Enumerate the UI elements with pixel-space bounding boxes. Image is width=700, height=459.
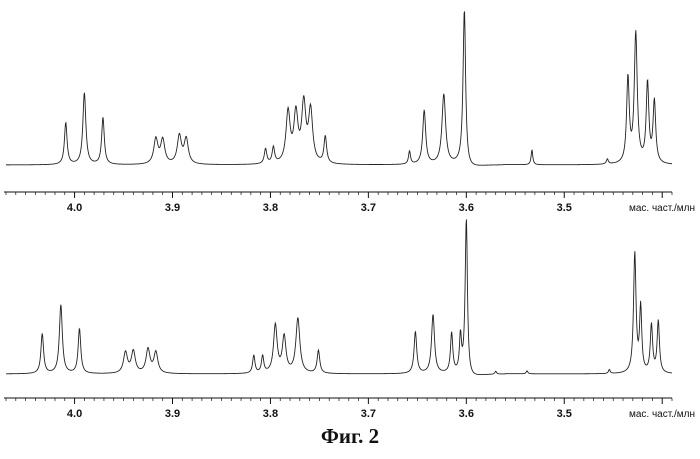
top-x-ticks [6,192,672,198]
bottom-x-axis-label: мас. част./млн [629,409,695,420]
bottom-spectrum-trace [6,219,672,374]
tick-label: 3.5 [557,202,572,214]
tick-label: 4.0 [67,202,82,214]
tick-label: 3.7 [361,202,376,214]
figure-caption: Фиг. 2 [0,424,700,449]
top-spectrum-trace [6,12,672,165]
tick-label: 3.6 [459,408,474,420]
tick-label: 3.5 [557,408,572,420]
tick-label: 4.0 [67,408,82,420]
tick-label: 3.8 [263,202,278,214]
tick-label: 3.9 [165,202,180,214]
top-spectrum-panel: 4.0 3.9 3.8 3.7 3.6 3.5 мас. част./млн [4,12,695,214]
tick-label: 3.9 [165,408,180,420]
tick-label: 3.7 [361,408,376,420]
tick-label: 3.8 [263,408,278,420]
bottom-spectrum-panel: 4.0 3.9 3.8 3.7 3.6 3.5 мас. част./млн [4,219,695,420]
bottom-x-ticks [6,398,672,404]
bottom-x-tick-labels: 4.0 3.9 3.8 3.7 3.6 3.5 [67,408,572,420]
top-x-tick-labels: 4.0 3.9 3.8 3.7 3.6 3.5 [67,202,572,214]
top-x-axis-label: мас. част./млн [629,203,695,214]
tick-label: 3.6 [459,202,474,214]
